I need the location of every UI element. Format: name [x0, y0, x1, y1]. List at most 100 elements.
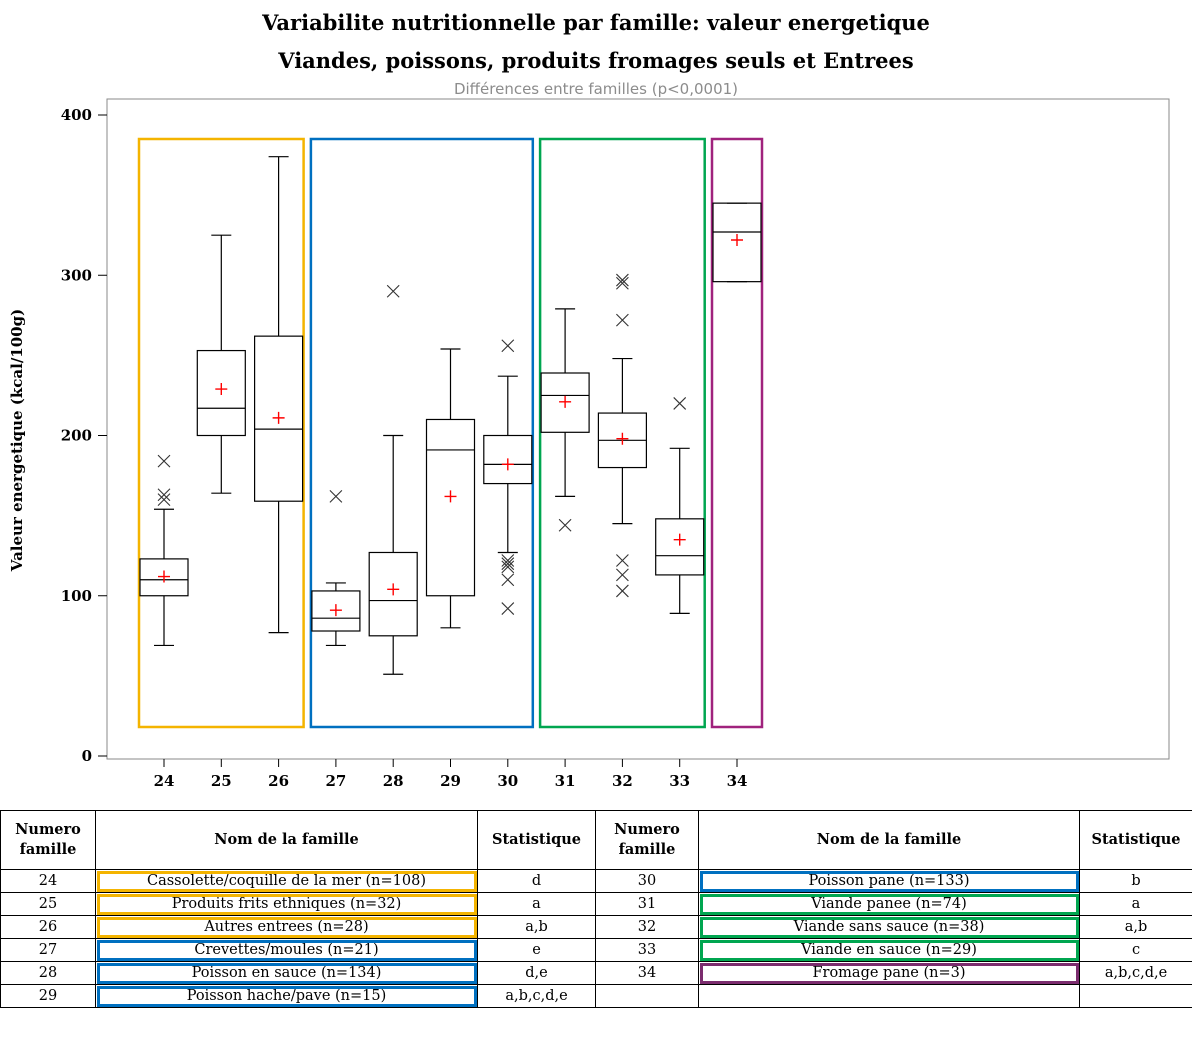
box-34: [712, 202, 762, 283]
x-tick-label: 26: [268, 772, 289, 790]
box-31: [540, 308, 590, 532]
y-tick-label: 300: [61, 266, 92, 284]
table-row: 27 Crevettes/moules (n=21) e 33 Viande en sa…: [0, 938, 1192, 962]
box-plot-chart: Variabilite nutritionnelle par famille: …: [8, 10, 1170, 790]
box-33: [655, 397, 705, 614]
table-row: 25 Produits frits ethniques (n=32) a 31 Vian…: [0, 892, 1192, 916]
mean-marker: [387, 583, 400, 596]
mean-marker: [731, 233, 743, 246]
cell-statistique-left: a,b,c,d,e: [477, 984, 596, 1008]
outlier-marker: [157, 493, 171, 506]
cell-nom-left: Produits frits ethniques (n=32): [95, 892, 478, 916]
box-28: [368, 284, 418, 675]
mean-marker: [444, 490, 457, 503]
cell-numero-left: 26: [0, 915, 96, 939]
outlier-marker: [616, 568, 629, 582]
cell-numero-right: 30: [595, 869, 699, 893]
x-tick-label: 33: [669, 772, 690, 790]
mean-marker: [673, 533, 686, 546]
box-iqr: [540, 372, 590, 433]
y-tick-label: 400: [61, 106, 92, 124]
box-30: [483, 339, 533, 615]
cell-numero-right: 34: [595, 961, 699, 985]
plot-frame: [106, 98, 1170, 760]
box-iqr: [139, 558, 189, 597]
x-tick-label: 29: [440, 772, 461, 790]
x-tick-label: 34: [727, 772, 748, 790]
box-24: [139, 454, 189, 647]
group-frame: [137, 137, 305, 729]
cell-statistique-right: a: [1079, 892, 1192, 916]
x-tick-label: 27: [325, 772, 346, 790]
cell-statistique-left: a,b: [477, 915, 596, 939]
header-nom-left: Nom de la famille: [95, 810, 478, 870]
outlier-marker: [157, 454, 171, 468]
outlier-marker: [501, 602, 515, 615]
cell-nom-right: Viande panee (n=74): [698, 892, 1080, 916]
box-iqr: [196, 349, 246, 437]
x-tick-label: 31: [555, 772, 576, 790]
y-axis: 0 100 200 300 400: [61, 106, 107, 765]
cell-nom-right: Viande en sauce (n=29): [698, 938, 1080, 962]
y-tick-label: 200: [61, 427, 92, 445]
header-numero-right: Numero famille: [595, 810, 699, 870]
group-frame: [538, 137, 706, 729]
box-iqr: [311, 590, 361, 632]
table-row: 26 Autres entrees (n=28) a,b 32 Viande sans …: [0, 915, 1192, 939]
box-iqr: [655, 518, 705, 576]
mean-marker: [272, 411, 285, 424]
outlier-marker: [501, 560, 515, 574]
group-frames: [137, 137, 764, 729]
box-iqr: [483, 434, 533, 485]
mean-marker: [158, 570, 170, 583]
chart-title: Variabilite nutritionnelle par famille: …: [261, 10, 930, 35]
cell-nom-right: Poisson pane (n=133): [698, 869, 1080, 893]
cell-numero-left: 28: [0, 961, 96, 985]
cell-numero-left: 24: [0, 869, 96, 893]
header-nom-right: Nom de la famille: [698, 810, 1080, 870]
table-header-row: Numero famille Nom de la famille Statist…: [0, 810, 1192, 870]
outlier-marker: [616, 273, 629, 287]
cell-nom-left: Poisson en sauce (n=134): [95, 961, 478, 985]
outlier-marker: [616, 584, 629, 598]
outlier-marker: [501, 339, 515, 353]
cell-nom-right: [698, 984, 1080, 1008]
outlier-marker: [157, 488, 171, 502]
y-axis-label: Valeur energetique (kcal/100g): [8, 309, 26, 572]
family-legend-table: Numero famille Nom de la famille Statist…: [0, 810, 1192, 1008]
outlier-marker: [673, 397, 687, 410]
box-iqr: [712, 202, 762, 283]
table-row: 29 Poisson hache/pave (n=15) a,b,c,d,e: [0, 984, 1192, 1008]
box-27: [311, 490, 361, 647]
cell-numero-right: [595, 984, 699, 1008]
outlier-marker: [616, 554, 629, 567]
cell-numero-right: 33: [595, 938, 699, 962]
outlier-marker: [616, 313, 629, 327]
cell-statistique-left: a: [477, 892, 596, 916]
chart-title-line2: Viandes, poissons, produits fromages seu…: [277, 48, 913, 73]
outlier-marker: [501, 554, 515, 567]
header-numero-left: Numero famille: [0, 810, 96, 870]
table-row: 24 Cassolette/coquille de la mer (n=108) d…: [0, 869, 1192, 893]
outlier-marker: [558, 518, 572, 532]
cell-nom-left: Cassolette/coquille de la mer (n=108): [95, 869, 478, 893]
outlier-marker: [501, 557, 515, 571]
cell-statistique-right: a,b,c,d,e: [1079, 961, 1192, 985]
mean-marker: [616, 432, 629, 445]
cell-numero-left: 25: [0, 892, 96, 916]
cell-numero-right: 32: [595, 915, 699, 939]
boxes: [139, 156, 762, 675]
group-frame: [710, 137, 764, 729]
box-iqr: [425, 418, 476, 597]
outlier-marker: [329, 490, 343, 503]
box-iqr: [368, 551, 418, 637]
box-25: [196, 234, 246, 494]
cell-numero-right: 31: [595, 892, 699, 916]
group-frame: [309, 137, 535, 729]
header-statistique-left: Statistique: [477, 810, 596, 870]
x-axis: 24 25 26 27 28 29 30 31 32 33 34: [154, 759, 748, 790]
mean-marker: [559, 395, 572, 408]
cell-statistique-left: d,e: [477, 961, 596, 985]
header-statistique-right: Statistique: [1079, 810, 1192, 870]
cell-nom-left: Poisson hache/pave (n=15): [95, 984, 478, 1008]
